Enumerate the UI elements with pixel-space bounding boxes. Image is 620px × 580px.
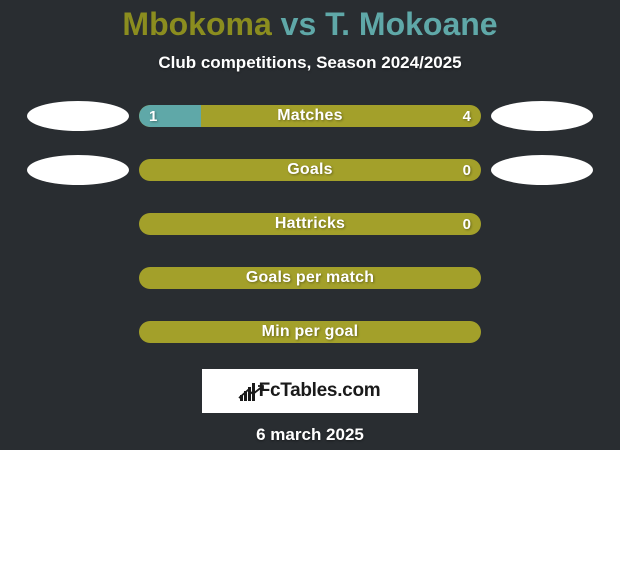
stat-value-right: 4: [463, 105, 471, 127]
stat-row: Hattricks0: [0, 209, 620, 239]
stat-row: Goals0: [0, 155, 620, 185]
stat-label: Goals per match: [139, 267, 481, 289]
stat-bar: Hattricks0: [139, 213, 481, 235]
comparison-card: Mbokoma vs T. Mokoane Club competitions,…: [0, 0, 620, 450]
stat-bar: Goals per match: [139, 267, 481, 289]
stat-label: Goals: [139, 159, 481, 181]
player1-name: Mbokoma: [122, 6, 271, 42]
stat-value-left: 1: [149, 105, 157, 127]
stat-row: Matches1 4: [0, 101, 620, 131]
fctables-logo[interactable]: FcTables.com: [202, 369, 418, 413]
player2-name: T. Mokoane: [325, 6, 497, 42]
stat-bar: Goals0: [139, 159, 481, 181]
vs-text: vs: [281, 6, 317, 42]
fctables-logo-icon: [240, 381, 255, 401]
stat-row: Goals per match: [0, 263, 620, 293]
stat-bar: Min per goal: [139, 321, 481, 343]
stat-value-right: 0: [463, 213, 471, 235]
player1-oval-icon: [27, 101, 129, 131]
stat-label: Min per goal: [139, 321, 481, 343]
stats-list: Matches14Goals0Hattricks0Goals per match…: [0, 101, 620, 347]
logo-text: FcTables.com: [259, 380, 381, 402]
stat-label: Matches: [139, 105, 481, 127]
player2-oval-icon: [491, 101, 593, 131]
date-label: 6 march 2025: [0, 425, 620, 445]
stat-label: Hattricks: [139, 213, 481, 235]
stat-value-right: 0: [463, 159, 471, 181]
subtitle: Club competitions, Season 2024/2025: [0, 53, 620, 73]
stat-row: Min per goal: [0, 317, 620, 347]
page-title: Mbokoma vs T. Mokoane: [0, 6, 620, 43]
stat-bar: Matches1 4: [139, 105, 481, 127]
player1-oval-icon: [27, 155, 129, 185]
player2-oval-icon: [491, 155, 593, 185]
